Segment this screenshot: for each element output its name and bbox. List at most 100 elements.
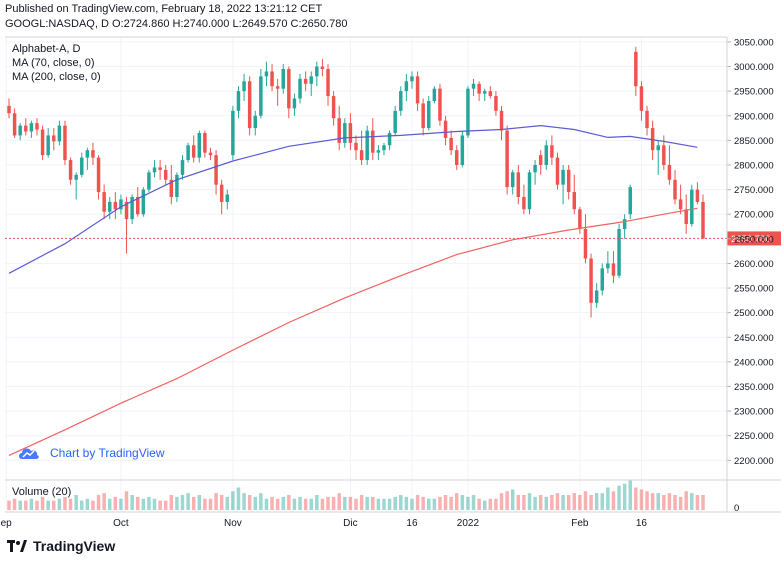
candle-body xyxy=(141,189,146,215)
volume-bar xyxy=(415,495,420,510)
candle-body xyxy=(427,100,431,129)
candle xyxy=(477,81,481,101)
candle xyxy=(108,196,112,220)
volume-bar xyxy=(477,498,481,510)
candle-body xyxy=(96,157,101,193)
candle xyxy=(510,169,515,195)
volume-bar xyxy=(147,496,151,510)
volume-bar xyxy=(80,500,84,510)
price-tick-label: 2200.000 xyxy=(734,456,774,467)
time-tick-label: Dic xyxy=(343,518,357,529)
candle-body xyxy=(29,123,34,132)
candle xyxy=(214,150,218,195)
candle xyxy=(404,73,409,101)
volume-bar xyxy=(600,493,604,510)
volume-bar xyxy=(701,495,705,510)
candle xyxy=(186,142,190,163)
candle xyxy=(124,196,129,254)
volume-bar xyxy=(578,495,582,510)
candle-body xyxy=(359,150,364,161)
candle xyxy=(550,135,554,165)
volume-bar xyxy=(163,500,168,510)
volume-bar xyxy=(141,498,146,510)
candle-body xyxy=(225,194,230,202)
candle xyxy=(684,194,688,234)
volume-bar xyxy=(186,493,190,510)
volume-bar xyxy=(180,495,185,510)
candle-body xyxy=(46,135,50,156)
candle xyxy=(690,184,694,227)
candle-body xyxy=(320,66,325,69)
candle-body xyxy=(555,157,560,185)
candle xyxy=(387,130,392,151)
candle-body xyxy=(449,137,453,151)
ma70-line xyxy=(8,124,698,274)
candle xyxy=(337,105,341,151)
candle-body xyxy=(589,258,593,303)
volume-bar xyxy=(219,495,224,510)
candle-body xyxy=(583,228,588,259)
candle xyxy=(354,135,358,161)
candle xyxy=(57,120,62,146)
candle-body xyxy=(522,196,526,210)
candle-body xyxy=(135,196,140,215)
candle-body xyxy=(315,66,319,77)
candle-body xyxy=(348,123,353,143)
candle xyxy=(555,152,560,190)
candlestick-chart[interactable]: 2650.780 2200.000 2250.000 2300.000 2350.00… xyxy=(0,33,781,533)
candle xyxy=(695,182,700,205)
candle xyxy=(180,155,185,180)
volume-bar xyxy=(270,496,274,510)
candle xyxy=(63,120,67,165)
volume-bar xyxy=(449,496,453,510)
candle xyxy=(135,187,140,217)
volume-bar xyxy=(247,495,252,510)
attribution-label[interactable]: Chart by TradingView xyxy=(50,446,165,460)
volume-bar xyxy=(673,495,677,510)
attribution[interactable]: Chart by TradingView xyxy=(18,446,165,460)
volume-bar xyxy=(191,496,196,510)
candle-body xyxy=(175,174,179,197)
volume-bar xyxy=(387,498,392,510)
candle-body xyxy=(113,201,118,210)
candle xyxy=(113,192,118,220)
volume-bar xyxy=(583,491,588,510)
candle xyxy=(482,88,487,101)
volume-bar xyxy=(119,498,123,510)
candle-body xyxy=(393,110,397,133)
volume-bar xyxy=(538,495,543,510)
candle xyxy=(225,189,230,210)
candle-body xyxy=(180,160,185,175)
volume-bar xyxy=(231,491,235,510)
last-price-badge xyxy=(727,231,781,246)
candle xyxy=(152,160,157,178)
candle-body xyxy=(253,115,257,129)
volume-bar xyxy=(432,498,437,510)
candle-body xyxy=(326,68,330,97)
candle xyxy=(561,164,565,205)
candle xyxy=(415,71,420,111)
candle-body xyxy=(443,120,448,138)
candle-body xyxy=(12,113,17,136)
candle-body xyxy=(18,125,22,136)
volume-bar xyxy=(35,500,39,510)
volume-bar xyxy=(527,493,532,510)
volume-bar xyxy=(135,496,140,510)
volume-bar xyxy=(488,498,493,510)
candle-body xyxy=(566,169,571,193)
price-tick-label: 2700.000 xyxy=(734,210,774,221)
candle xyxy=(538,150,543,175)
time-tick-label: 2022 xyxy=(457,518,480,529)
candle-body xyxy=(281,68,285,89)
candle-body xyxy=(399,91,403,111)
footer-logo[interactable]: TradingView xyxy=(7,538,115,554)
candle xyxy=(18,123,22,141)
candle xyxy=(147,169,151,193)
price-tick-label: 2450.000 xyxy=(734,333,774,344)
candle xyxy=(141,187,146,217)
candle-body xyxy=(376,150,381,153)
volume-bar xyxy=(124,491,129,510)
candle-body xyxy=(158,167,162,170)
volume-bar xyxy=(74,495,78,510)
candle xyxy=(432,86,437,104)
